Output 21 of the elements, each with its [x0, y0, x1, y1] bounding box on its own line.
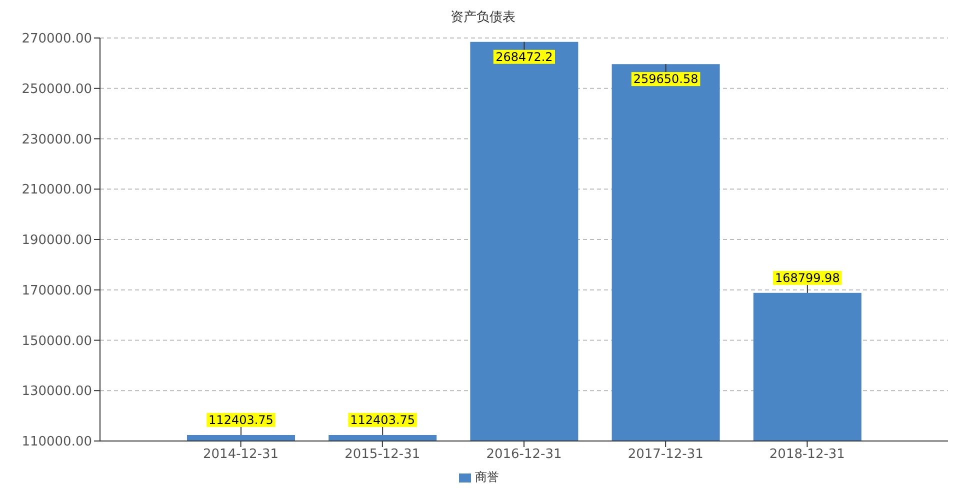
- data-label: 259650.58: [633, 72, 698, 86]
- x-tick-label: 2014-12-31: [203, 447, 279, 462]
- y-tick-label: 250000.00: [22, 82, 92, 97]
- y-tick-label: 190000.00: [22, 233, 92, 248]
- x-tick-label: 2017-12-31: [628, 447, 704, 462]
- x-tick-label: 2016-12-31: [486, 447, 562, 462]
- y-tick-label: 270000.00: [22, 32, 92, 47]
- x-tick-label: 2015-12-31: [344, 447, 420, 462]
- y-tick-label: 150000.00: [22, 334, 92, 349]
- data-label: 112403.75: [350, 412, 416, 427]
- y-tick-label: 110000.00: [22, 434, 92, 450]
- legend-label: 商誉: [475, 470, 499, 484]
- data-label: 268472.2: [496, 50, 553, 64]
- x-tick-label: 2018-12-31: [769, 447, 845, 462]
- data-label: 112403.75: [208, 412, 274, 427]
- y-tick-label: 130000.00: [22, 384, 92, 400]
- chart-title: 资产负债表: [450, 9, 516, 26]
- data-label: 168799.98: [774, 270, 840, 285]
- y-tick-label: 170000.00: [22, 283, 92, 298]
- y-tick-label: 210000.00: [22, 182, 92, 198]
- y-tick-label: 230000.00: [22, 132, 92, 148]
